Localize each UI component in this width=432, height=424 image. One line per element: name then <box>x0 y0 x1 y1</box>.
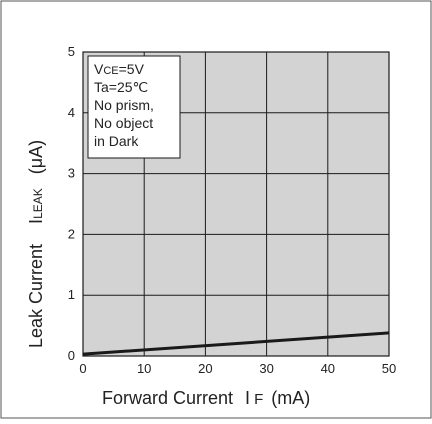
x-tick-labels: 0 10 20 30 40 50 <box>79 361 396 376</box>
y-tick-label: 3 <box>68 166 75 181</box>
annotation-line-2: Ta=25℃ <box>94 79 148 95</box>
y-tick-label: 1 <box>68 287 75 302</box>
x-tick-label: 30 <box>259 361 273 376</box>
annotation-line-1: VCE=5V <box>94 61 145 77</box>
leak-current-line <box>82 331 390 356</box>
x-tick-label: 0 <box>79 361 86 376</box>
annotation-box <box>87 55 181 159</box>
annotation-line-5: in Dark <box>94 133 139 149</box>
y-tick-label: 0 <box>68 348 75 363</box>
y-tick-labels: 0 1 2 3 4 5 <box>68 44 75 363</box>
annotation-line-4: No object <box>94 115 153 131</box>
condition-annotation: VCE=5V Ta=25℃ No prism, No object in Dar… <box>87 55 181 159</box>
plot-border <box>82 51 390 357</box>
x-tick-label: 10 <box>137 361 151 376</box>
x-tick-label: 50 <box>382 361 396 376</box>
x-tick-label: 40 <box>321 361 335 376</box>
y-tick-label: 5 <box>68 44 75 59</box>
y-tick-label: 2 <box>68 226 75 241</box>
y-axis-label: Leak CurrentILEAK(μA) <box>26 140 46 348</box>
annotation-line-3: No prism, <box>94 97 154 113</box>
y-tick-label: 4 <box>68 105 75 120</box>
x-tick-label: 20 <box>198 361 212 376</box>
x-axis-label: Forward Current I F (mA) <box>102 388 310 408</box>
series-layer <box>82 331 390 356</box>
